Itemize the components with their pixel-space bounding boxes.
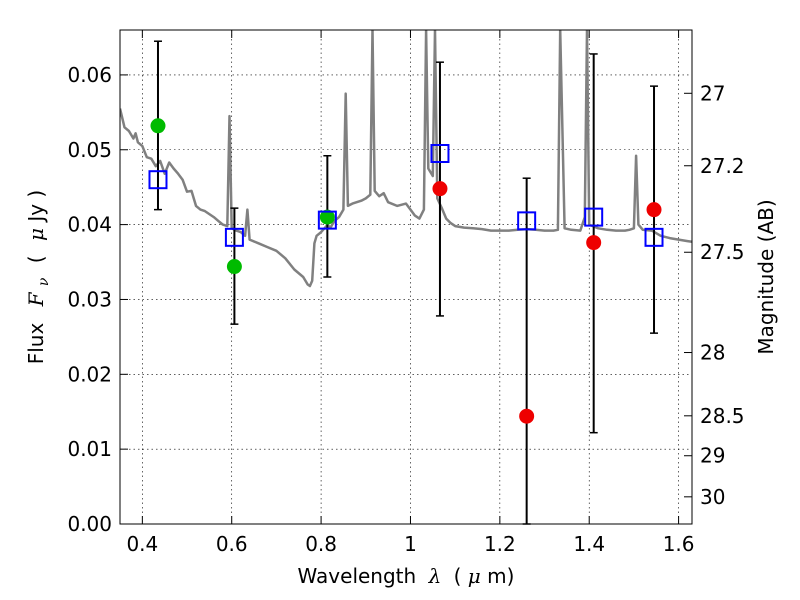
y-tick-label: 0.06 bbox=[67, 63, 112, 87]
plot-frame bbox=[119, 29, 693, 525]
model-flux-point bbox=[150, 118, 166, 134]
model-flux-point bbox=[646, 202, 662, 218]
y-axis-label-unit-open: ( bbox=[24, 255, 48, 263]
y-tick-label: 0.02 bbox=[67, 362, 112, 386]
observed-flux-point bbox=[517, 211, 537, 231]
y2-tick-label: 27.2 bbox=[700, 154, 745, 178]
x-tick-label: 1.4 bbox=[573, 532, 605, 556]
y2-tick-label: 27.5 bbox=[700, 240, 745, 264]
y2-tick-label: 28.5 bbox=[700, 404, 745, 428]
model-flux-point bbox=[519, 408, 535, 424]
y-axis-label-unit-rest: Jy ) bbox=[24, 190, 48, 224]
y-axis-label-symbol: F bbox=[24, 291, 48, 307]
x-axis-label-unit-open: ( bbox=[454, 564, 462, 588]
x-tick-label: 0.6 bbox=[216, 532, 248, 556]
model-flux-point bbox=[319, 209, 335, 225]
x-axis-label: Wavelength λ ( μ m) bbox=[298, 564, 515, 588]
x-tick-label: 0.4 bbox=[126, 532, 158, 556]
x-axis-label-unit-mu: μ bbox=[468, 564, 481, 588]
y-tick-label: 0.01 bbox=[67, 437, 112, 461]
observed-flux-point bbox=[430, 144, 450, 163]
observed-flux-point bbox=[148, 170, 168, 190]
model-flux-point bbox=[226, 259, 242, 275]
model-flux-point bbox=[586, 235, 602, 251]
x-tick-label: 1 bbox=[404, 532, 417, 556]
y2-tick-label: 28 bbox=[700, 341, 725, 365]
x-tick-label: 1.6 bbox=[663, 532, 695, 556]
observed-flux-point bbox=[584, 207, 604, 227]
y-tick-label: 0.03 bbox=[67, 287, 112, 311]
y2-tick-label: 29 bbox=[700, 444, 725, 468]
y-tick-label: 0.04 bbox=[67, 213, 112, 237]
spectrum-line bbox=[120, 30, 692, 288]
x-axis-label-unit-rest: m) bbox=[487, 564, 514, 588]
y-axis-label: Flux F ν ( μ Jy ) bbox=[24, 190, 53, 365]
y2-tick-label: 30 bbox=[700, 485, 725, 509]
x-tick-label: 1.2 bbox=[484, 532, 516, 556]
x-tick-label: 0.8 bbox=[305, 532, 337, 556]
data-markers bbox=[148, 118, 664, 424]
observed-flux-point bbox=[224, 227, 244, 247]
ticks: 0.4 0.6 0.8 1 1.2 1.4 1.6 0.00 0.01 0.02 0.03 0.04 0… bbox=[67, 30, 745, 556]
y-axis-label-text: Flux bbox=[24, 323, 48, 365]
observed-flux-point bbox=[644, 227, 664, 247]
y-tick-label: 0.05 bbox=[67, 138, 112, 162]
y2-axis-label: Magnitude (AB) bbox=[754, 199, 778, 354]
y2-tick-label: 27 bbox=[700, 81, 725, 105]
model-flux-point bbox=[432, 181, 448, 197]
y-axis-label-subscript: ν bbox=[36, 277, 52, 286]
observed-flux-point bbox=[317, 210, 337, 230]
template-spectrum bbox=[120, 30, 692, 288]
x-axis-label-symbol: λ bbox=[428, 564, 442, 588]
y-tick-label: 0.00 bbox=[67, 512, 112, 536]
x-axis-label-text: Wavelength bbox=[298, 564, 417, 588]
y-axis-label-unit-mu: μ bbox=[24, 228, 48, 241]
